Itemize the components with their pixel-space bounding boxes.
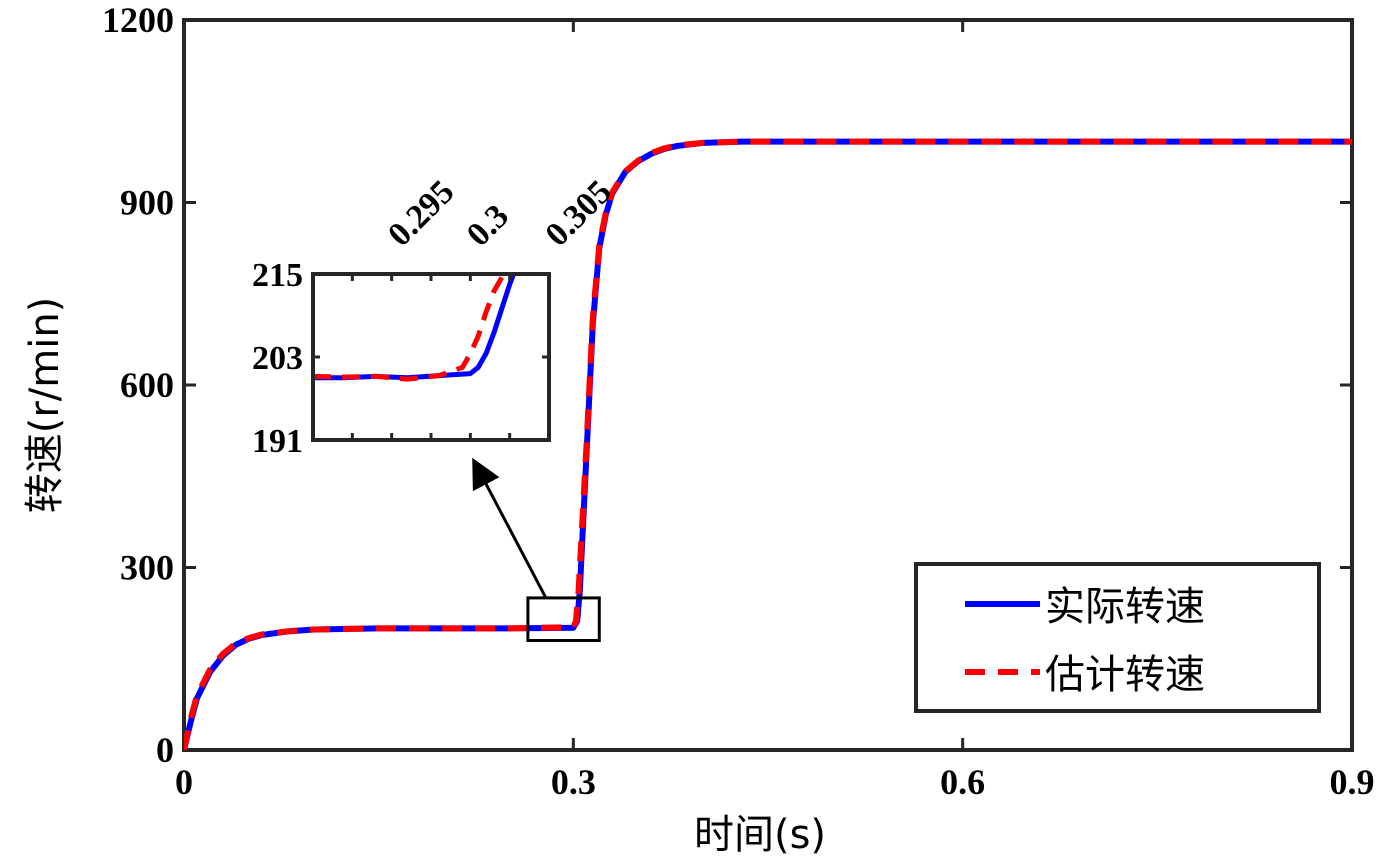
- legend-box: [914, 562, 1321, 713]
- zoom-arrow: [472, 457, 548, 599]
- main-tick-marks: [182, 18, 1354, 752]
- y-tick-label: 0: [156, 730, 174, 770]
- main-axes: 0 0.3 0.6 0.9 0 300 600 900 1200: [102, 0, 1375, 802]
- main-tick-labels: 0 0.3 0.6 0.9 0 300 600 900 1200: [102, 0, 1375, 802]
- inset-tick-marks: [313, 272, 551, 442]
- x-tick-label: 0.3: [551, 762, 596, 802]
- inset-background: [313, 274, 549, 440]
- y-tick-label: 300: [120, 548, 174, 588]
- y-axis-title: 转速(r/min): [22, 297, 68, 514]
- y-tick-label: 1200: [102, 0, 174, 40]
- inset-y-tick-label: 215: [252, 257, 303, 294]
- legend-label-actual: 实际转速: [1045, 584, 1205, 630]
- legend-label-estimated: 估计转速: [1045, 652, 1205, 698]
- inset-line-actual-speed: [313, 274, 517, 381]
- inset-y-tick-label: 191: [252, 423, 303, 460]
- x-tick-label: 0.9: [1330, 762, 1375, 802]
- inset-line-estimated-speed: [313, 276, 504, 382]
- x-tick-label: 0: [175, 762, 193, 802]
- inset-series-group: [313, 274, 517, 382]
- zoom-region-box: [526, 596, 601, 643]
- legend: 实际转速 估计转速: [914, 562, 1321, 713]
- inset-y-tick-label: 203: [252, 340, 303, 377]
- x-tick-label: 0.6: [940, 762, 985, 802]
- y-tick-label: 600: [120, 365, 174, 405]
- y-tick-label: 900: [120, 183, 174, 223]
- inset-x-tick-label: 0.3: [460, 197, 516, 253]
- main-series-group: [184, 138, 1352, 750]
- series-line-estimated-speed: [184, 138, 1352, 750]
- inset-x-tick-label: 0.295: [381, 173, 461, 253]
- x-axis-title: 时间(s): [694, 812, 826, 858]
